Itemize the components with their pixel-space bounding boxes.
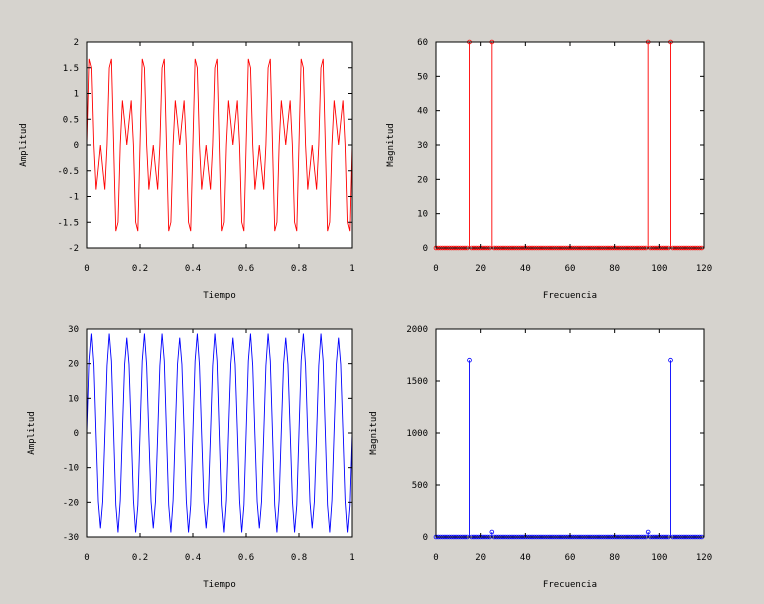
y-tick-label: 0.5 <box>63 115 79 125</box>
stem-marker <box>467 357 472 363</box>
y-tick-label: -2 <box>68 244 79 254</box>
x-tick-label: 0.4 <box>185 553 201 563</box>
x-tick-label: 80 <box>609 264 620 274</box>
y-tick-label: -0.5 <box>57 167 79 177</box>
y-tick-label: -30 <box>63 533 79 543</box>
y-tick-label: 1500 <box>406 377 428 387</box>
x-tick-label: 20 <box>475 264 486 274</box>
stem-marker <box>489 529 495 535</box>
y-tick-label: 30 <box>417 141 428 151</box>
y-tick-label: 2 <box>74 38 79 48</box>
y-tick-label: 1000 <box>406 429 428 439</box>
x-tick-label: 100 <box>651 553 667 563</box>
plot-area <box>436 329 704 537</box>
series-line-1 <box>86 333 353 533</box>
x-axis-label: Tiempo <box>203 580 236 590</box>
x-tick-label: 60 <box>565 553 576 563</box>
x-tick-label: 60 <box>565 264 576 274</box>
y-tick-label: 50 <box>417 72 428 82</box>
y-tick-label: 0 <box>74 429 79 439</box>
y-tick-label: 2000 <box>406 325 428 335</box>
data-layer <box>86 58 353 232</box>
stem-marker <box>668 357 673 363</box>
y-tick-label: 40 <box>417 107 428 117</box>
chart-2: 0 20 40 60 80 100 120 0 10 20 30 40 50 60 Frecuencia Ma… <box>386 38 712 301</box>
x-tick-label: 80 <box>609 553 620 563</box>
x-tick-label: 0.8 <box>291 553 307 563</box>
y-tick-label: 20 <box>417 175 428 185</box>
x-tick-label: 0.4 <box>185 264 201 274</box>
chart-3: 0 0.2 0.4 0.6 0.8 1 -30 -20 -10 0 10 20 30 Tiempo Ampl… <box>27 325 355 590</box>
y-tick-label: 1 <box>74 90 79 100</box>
x-tick-label: 40 <box>520 553 531 563</box>
x-tick-label: 1 <box>349 264 354 274</box>
y-tick-label: 30 <box>68 325 79 335</box>
plot-area <box>436 42 704 248</box>
y-tick-label: 0 <box>423 533 428 543</box>
y-tick-label: -10 <box>63 464 79 474</box>
y-axis-label: Magnitud <box>369 411 379 454</box>
y-tick-label: -1.5 <box>57 218 79 228</box>
x-tick-label: 0.2 <box>132 553 148 563</box>
chart-1: 0 0.2 0.4 0.6 0.8 1 -2 -1.5 -1 -0.5 0 0.5 1 1.5 2 Tiemp… <box>19 38 355 301</box>
y-tick-label: 0 <box>423 244 428 254</box>
y-tick-label: 10 <box>417 210 428 220</box>
y-tick-label: 500 <box>412 481 428 491</box>
x-tick-label: 1 <box>349 553 354 563</box>
x-tick-label: 0.6 <box>238 264 254 274</box>
x-tick-label: 100 <box>651 264 667 274</box>
x-tick-label: 20 <box>475 553 486 563</box>
y-tick-label: 10 <box>68 394 79 404</box>
x-tick-label: 0 <box>84 264 89 274</box>
x-tick-label: 40 <box>520 264 531 274</box>
x-tick-label: 0.6 <box>238 553 254 563</box>
x-tick-label: 0 <box>84 553 89 563</box>
chart-4: 0 20 40 60 80 100 120 0 500 1000 1500 2000 Frecuenci… <box>369 325 712 590</box>
y-axis-label: Magnitud <box>386 123 396 166</box>
x-tick-label: 0 <box>433 553 438 563</box>
y-tick-label: 60 <box>417 38 428 48</box>
series-line-1 <box>86 58 353 232</box>
y-axis-label: Amplitud <box>19 123 29 166</box>
y-tick-label: 0 <box>74 141 79 151</box>
y-tick-label: -20 <box>63 498 79 508</box>
x-tick-label: 0.2 <box>132 264 148 274</box>
x-axis-label: Tiempo <box>203 291 236 301</box>
y-tick-label: 20 <box>68 360 79 370</box>
x-tick-label: 0.8 <box>291 264 307 274</box>
y-tick-label: 1.5 <box>63 64 79 74</box>
stem-marker <box>645 529 651 535</box>
y-tick-label: -1 <box>68 193 79 203</box>
x-axis-label: Frecuencia <box>543 291 597 301</box>
y-axis-label: Amplitud <box>27 411 37 454</box>
data-layer <box>86 333 353 533</box>
x-tick-label: 120 <box>696 553 712 563</box>
x-axis-label: Frecuencia <box>543 580 597 590</box>
x-tick-label: 120 <box>696 264 712 274</box>
x-tick-label: 0 <box>433 264 438 274</box>
